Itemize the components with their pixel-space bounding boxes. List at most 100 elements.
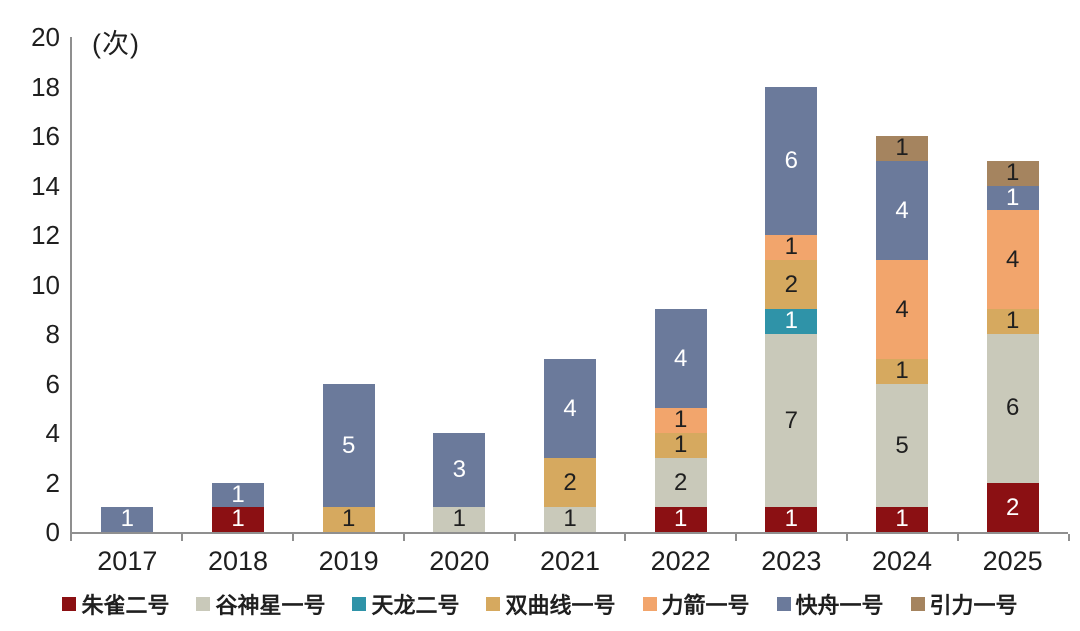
y-axis-tick-label: 2: [45, 467, 60, 498]
x-axis-label-2023: 2023: [761, 546, 822, 576]
bar-segment-双曲线一号-2023: 2: [765, 259, 818, 310]
legend-item-谷神星一号: 谷神星一号: [196, 588, 325, 620]
y-axis-tick-label: 4: [45, 418, 60, 448]
bar-segment-快舟一号-2017: 1: [101, 507, 154, 532]
bar-segment-value: 1: [341, 507, 356, 532]
legend-item-力箭一号: 力箭一号: [642, 588, 750, 620]
y-axis-tick-label: 14: [31, 170, 60, 201]
x-axis-label-2024: 2024: [871, 546, 933, 576]
y-axis-line: [70, 37, 72, 534]
bar-segment-value: 7: [784, 407, 798, 434]
x-axis-tick: [957, 534, 960, 541]
bar-segment-value: 1: [673, 433, 688, 458]
bar-segment-谷神星一号-2024: 5: [876, 383, 928, 508]
x-axis-tick: [402, 534, 405, 541]
bar-segment-谷神星一号-2020: 1: [433, 507, 486, 532]
bar-segment-value: 5: [895, 431, 909, 459]
x-axis-tick: [180, 534, 183, 541]
bar-segment-value: 4: [895, 295, 909, 323]
bar-segment-快舟一号-2021: 4: [544, 358, 596, 458]
bar-segment-双曲线一号-2025: 1: [986, 309, 1039, 334]
legend-item-朱雀二号: 朱雀二号: [62, 588, 169, 620]
legend-item-双曲线一号: 双曲线一号: [486, 588, 616, 620]
x-axis-tick: [1068, 534, 1070, 541]
bar-segment-力箭一号-2022: 1: [654, 408, 707, 433]
x-axis-label-2017: 2017: [97, 546, 158, 576]
legend-swatch-icon: [910, 597, 925, 611]
bar-segment-力箭一号-2023: 1: [765, 235, 818, 260]
legend-item-快舟一号: 快舟一号: [776, 588, 884, 620]
legend-label: 双曲线一号: [505, 593, 616, 618]
x-axis-label-2021: 2021: [539, 546, 601, 576]
bar-segment-朱雀二号-2025: 2: [986, 482, 1039, 532]
x-axis-tick: [513, 534, 516, 541]
bar-segment-value: 4: [563, 394, 577, 422]
bar-segment-value: 6: [784, 146, 798, 174]
bar-segment-双曲线一号-2024: 1: [876, 358, 928, 384]
legend-item-引力一号: 引力一号: [910, 588, 1018, 620]
bar-segment-value: 1: [1005, 160, 1020, 186]
x-axis-tick: [846, 534, 849, 541]
bar-segment-谷神星一号-2025: 6: [986, 334, 1039, 483]
bar-segment-value: 1: [120, 507, 134, 532]
bar-segment-value: 1: [231, 482, 245, 508]
bar-segment-value: 1: [895, 507, 909, 532]
y-axis-tick-label: 10: [31, 269, 60, 300]
bar-segment-value: 1: [784, 235, 798, 260]
y-axis-tick-label: 0: [45, 517, 60, 547]
legend-item-天龙二号: 天龙二号: [352, 588, 459, 620]
legend-label: 天龙二号: [371, 593, 460, 618]
bar-segment-双曲线一号-2021: 2: [544, 457, 596, 508]
bar-segment-value: 5: [341, 431, 356, 459]
x-axis-label-2019: 2019: [318, 546, 379, 576]
x-axis-tick: [735, 534, 738, 541]
bar-segment-value: 1: [673, 507, 688, 532]
y-axis-tick-label: 8: [45, 319, 60, 349]
legend-label: 力箭一号: [661, 593, 750, 618]
bar-segment-快舟一号-2025: 1: [986, 185, 1039, 211]
bar-segment-value: 1: [452, 507, 466, 532]
legend-swatch-icon: [776, 597, 791, 611]
legend-label: 快舟一号: [795, 593, 884, 618]
bar-segment-value: 1: [784, 507, 798, 532]
bar-segment-朱雀二号-2022: 1: [654, 507, 707, 532]
bar-segment-谷神星一号-2023: 7: [765, 334, 818, 508]
bar-segment-双曲线一号-2022: 1: [654, 433, 707, 458]
bar-segment-value: 2: [784, 270, 798, 298]
bar-segment-value: 4: [1005, 246, 1020, 274]
bar-segment-value: 6: [1005, 394, 1020, 421]
x-axis-tick: [70, 534, 72, 541]
bar-segment-快舟一号-2023: 6: [765, 86, 818, 235]
bar-segment-朱雀二号-2024: 1: [876, 507, 928, 532]
bar-segment-value: 4: [673, 345, 688, 373]
bar-segment-value: 2: [673, 468, 688, 496]
legend: 朱雀二号 谷神星一号 天龙二号 双曲线一号 力箭一号 快舟一号 引力一号: [0, 588, 1080, 620]
y-axis-tick-label: 6: [45, 368, 60, 399]
bar-segment-value: 4: [895, 196, 909, 224]
x-axis-label-2018: 2018: [207, 546, 269, 576]
x-axis-label-2020: 2020: [429, 546, 490, 576]
bar-segment-双曲线一号-2019: 1: [322, 507, 375, 532]
bar-segment-value: 1: [1005, 185, 1020, 211]
bar-segment-朱雀二号-2018: 1: [212, 507, 264, 532]
bar-segment-谷神星一号-2022: 2: [654, 457, 707, 508]
bar-segment-value: 1: [673, 408, 688, 433]
legend-swatch-icon: [352, 597, 367, 611]
bar-segment-value: 3: [452, 456, 466, 483]
bar-segment-value: 1: [895, 358, 909, 384]
bar-segment-力箭一号-2025: 4: [986, 210, 1039, 310]
x-axis-label-2022: 2022: [650, 546, 711, 576]
y-axis-tick-label: 16: [31, 121, 60, 151]
legend-swatch-icon: [486, 597, 501, 611]
bar-segment-天龙二号-2023: 1: [765, 309, 818, 334]
x-axis-label-2025: 2025: [982, 546, 1043, 576]
y-axis-tick-label: 20: [31, 22, 60, 52]
bar-segment-快舟一号-2019: 5: [322, 383, 375, 508]
bar-segment-快舟一号-2024: 4: [876, 160, 928, 260]
bar-segment-谷神星一号-2021: 1: [544, 507, 596, 532]
bar-segment-value: 1: [231, 507, 245, 532]
bar-segment-快舟一号-2022: 4: [654, 309, 707, 409]
y-axis-unit-label: (次): [92, 29, 140, 59]
bar-segment-value: 1: [784, 309, 798, 334]
bar-segment-value: 2: [563, 468, 577, 496]
